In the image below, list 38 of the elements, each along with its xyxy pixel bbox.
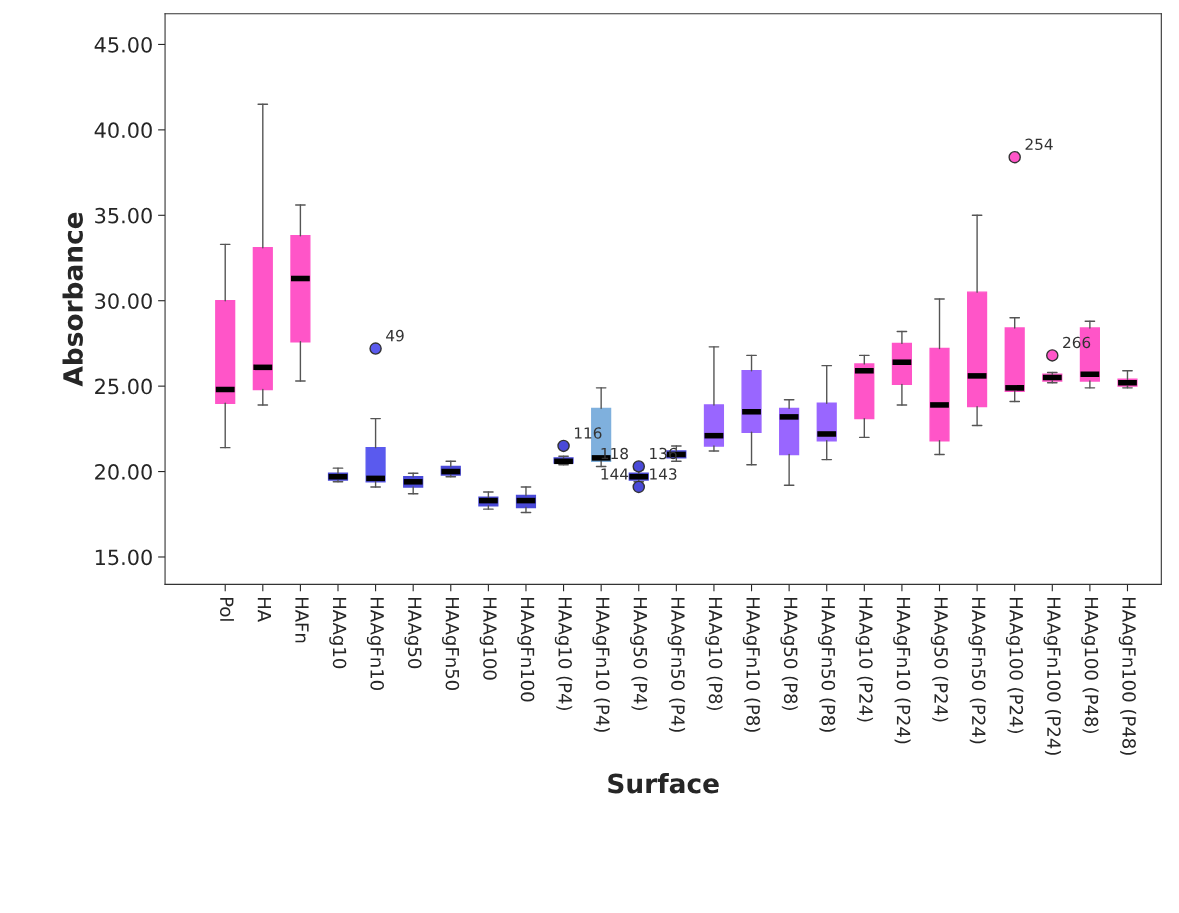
- x-tick-label: HAAg10 (P24): [855, 597, 874, 722]
- y-tick-label: 15.00: [95, 549, 152, 566]
- y-tick-label: 20.00: [95, 464, 152, 480]
- x-tick-label: HAFn: [295, 597, 309, 643]
- x-tick-label: HA: [257, 597, 271, 622]
- y-axis-title: Absorbance: [62, 212, 83, 387]
- x-tick-label: HAAgFn100 (P24): [1043, 597, 1062, 755]
- x-axis-title: Surface: [608, 773, 719, 794]
- x-tick-label: HAAgFn10 (P24): [893, 597, 911, 744]
- x-tick-label: HAAgFn100 (P48): [1118, 597, 1137, 755]
- x-tick-label: HAAg100: [479, 597, 497, 680]
- x-tick-label: HAAg50 (P24): [930, 597, 949, 722]
- x-tick-label: HAAgFn100: [517, 597, 535, 702]
- x-tick-label: HAAgFn10 (P4): [592, 597, 610, 732]
- y-tick-label: 35.00: [95, 207, 152, 224]
- x-tick-label: HAAgFn50: [442, 597, 460, 690]
- x-tick-label: HAAg50: [404, 597, 422, 669]
- x-tick-label: HAAg50 (P4): [630, 597, 648, 710]
- x-tick-label: HAAgFn50 (P4): [667, 597, 686, 732]
- y-tick-label: 30.00: [95, 293, 152, 309]
- y-tick-label: 40.00: [94, 122, 152, 139]
- annotation: 49: [386, 329, 404, 342]
- annotation: 144: [601, 468, 629, 480]
- x-tick-label: HAAgFn50 (P8): [817, 597, 836, 732]
- x-tick-label: Pol: [219, 597, 234, 621]
- x-tick-label: HAAg100 (P48): [1081, 597, 1099, 733]
- annotation: 143: [650, 468, 677, 480]
- x-tick-label: HAAgFn10 (P8): [742, 597, 761, 732]
- annotation: 254: [1025, 138, 1053, 151]
- x-tick-label: HAAg100 (P24): [1005, 597, 1024, 733]
- x-tick-label: HAAgFn50 (P24): [968, 597, 986, 744]
- x-tick-label: HAAg10: [329, 597, 347, 669]
- x-tick-label: HAAg50 (P8): [780, 597, 798, 710]
- x-tick-label: HAAg10 (P4): [554, 597, 573, 710]
- y-tick-label: 25.00: [95, 378, 152, 395]
- x-tick-label: HAAgFn10: [366, 597, 385, 690]
- x-tick-label: HAAg10 (P8): [705, 597, 723, 710]
- y-tick-label: 45.00: [94, 36, 152, 53]
